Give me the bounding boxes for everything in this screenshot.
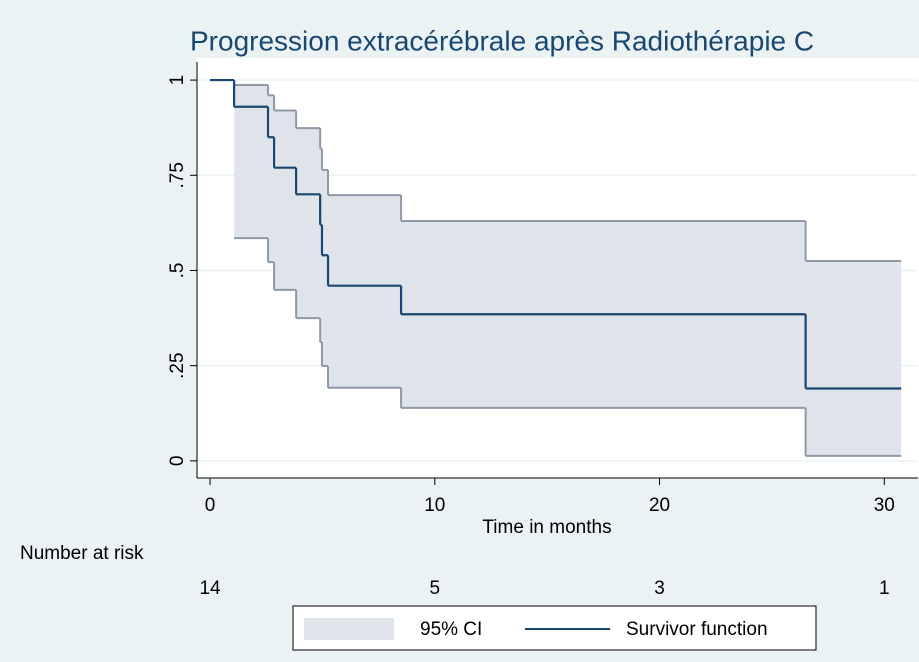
risk-count: 14 — [199, 578, 221, 599]
y-tick-label: .25 — [167, 352, 188, 378]
x-tick-label: 20 — [649, 495, 670, 516]
x-axis-label: Time in months — [482, 517, 611, 538]
ci-band — [274, 110, 297, 290]
ci-band — [321, 169, 329, 367]
risk-count: 5 — [429, 578, 440, 599]
ci-band — [296, 128, 321, 319]
y-tick-label: .5 — [167, 263, 188, 279]
ci-band — [805, 260, 902, 456]
x-tick-label: 30 — [874, 495, 895, 516]
legend-label: 95% CI — [420, 619, 482, 640]
ci-band — [234, 85, 269, 239]
y-tick-label: 0 — [167, 456, 188, 467]
legend-swatch — [304, 618, 394, 640]
ci-band — [268, 95, 275, 263]
y-tick-label: 1 — [167, 75, 188, 86]
chart-title: Progression extracérébrale après Radioth… — [190, 25, 814, 56]
risk-count: 3 — [654, 578, 665, 599]
ci-band — [328, 195, 402, 388]
legend-label: Survivor function — [626, 619, 768, 640]
x-tick-label: 10 — [424, 495, 445, 516]
x-tick-label: 0 — [205, 495, 216, 516]
risk-count: 1 — [879, 578, 890, 599]
risk-label: Number at risk — [20, 543, 144, 564]
y-tick-label: .75 — [167, 162, 188, 188]
